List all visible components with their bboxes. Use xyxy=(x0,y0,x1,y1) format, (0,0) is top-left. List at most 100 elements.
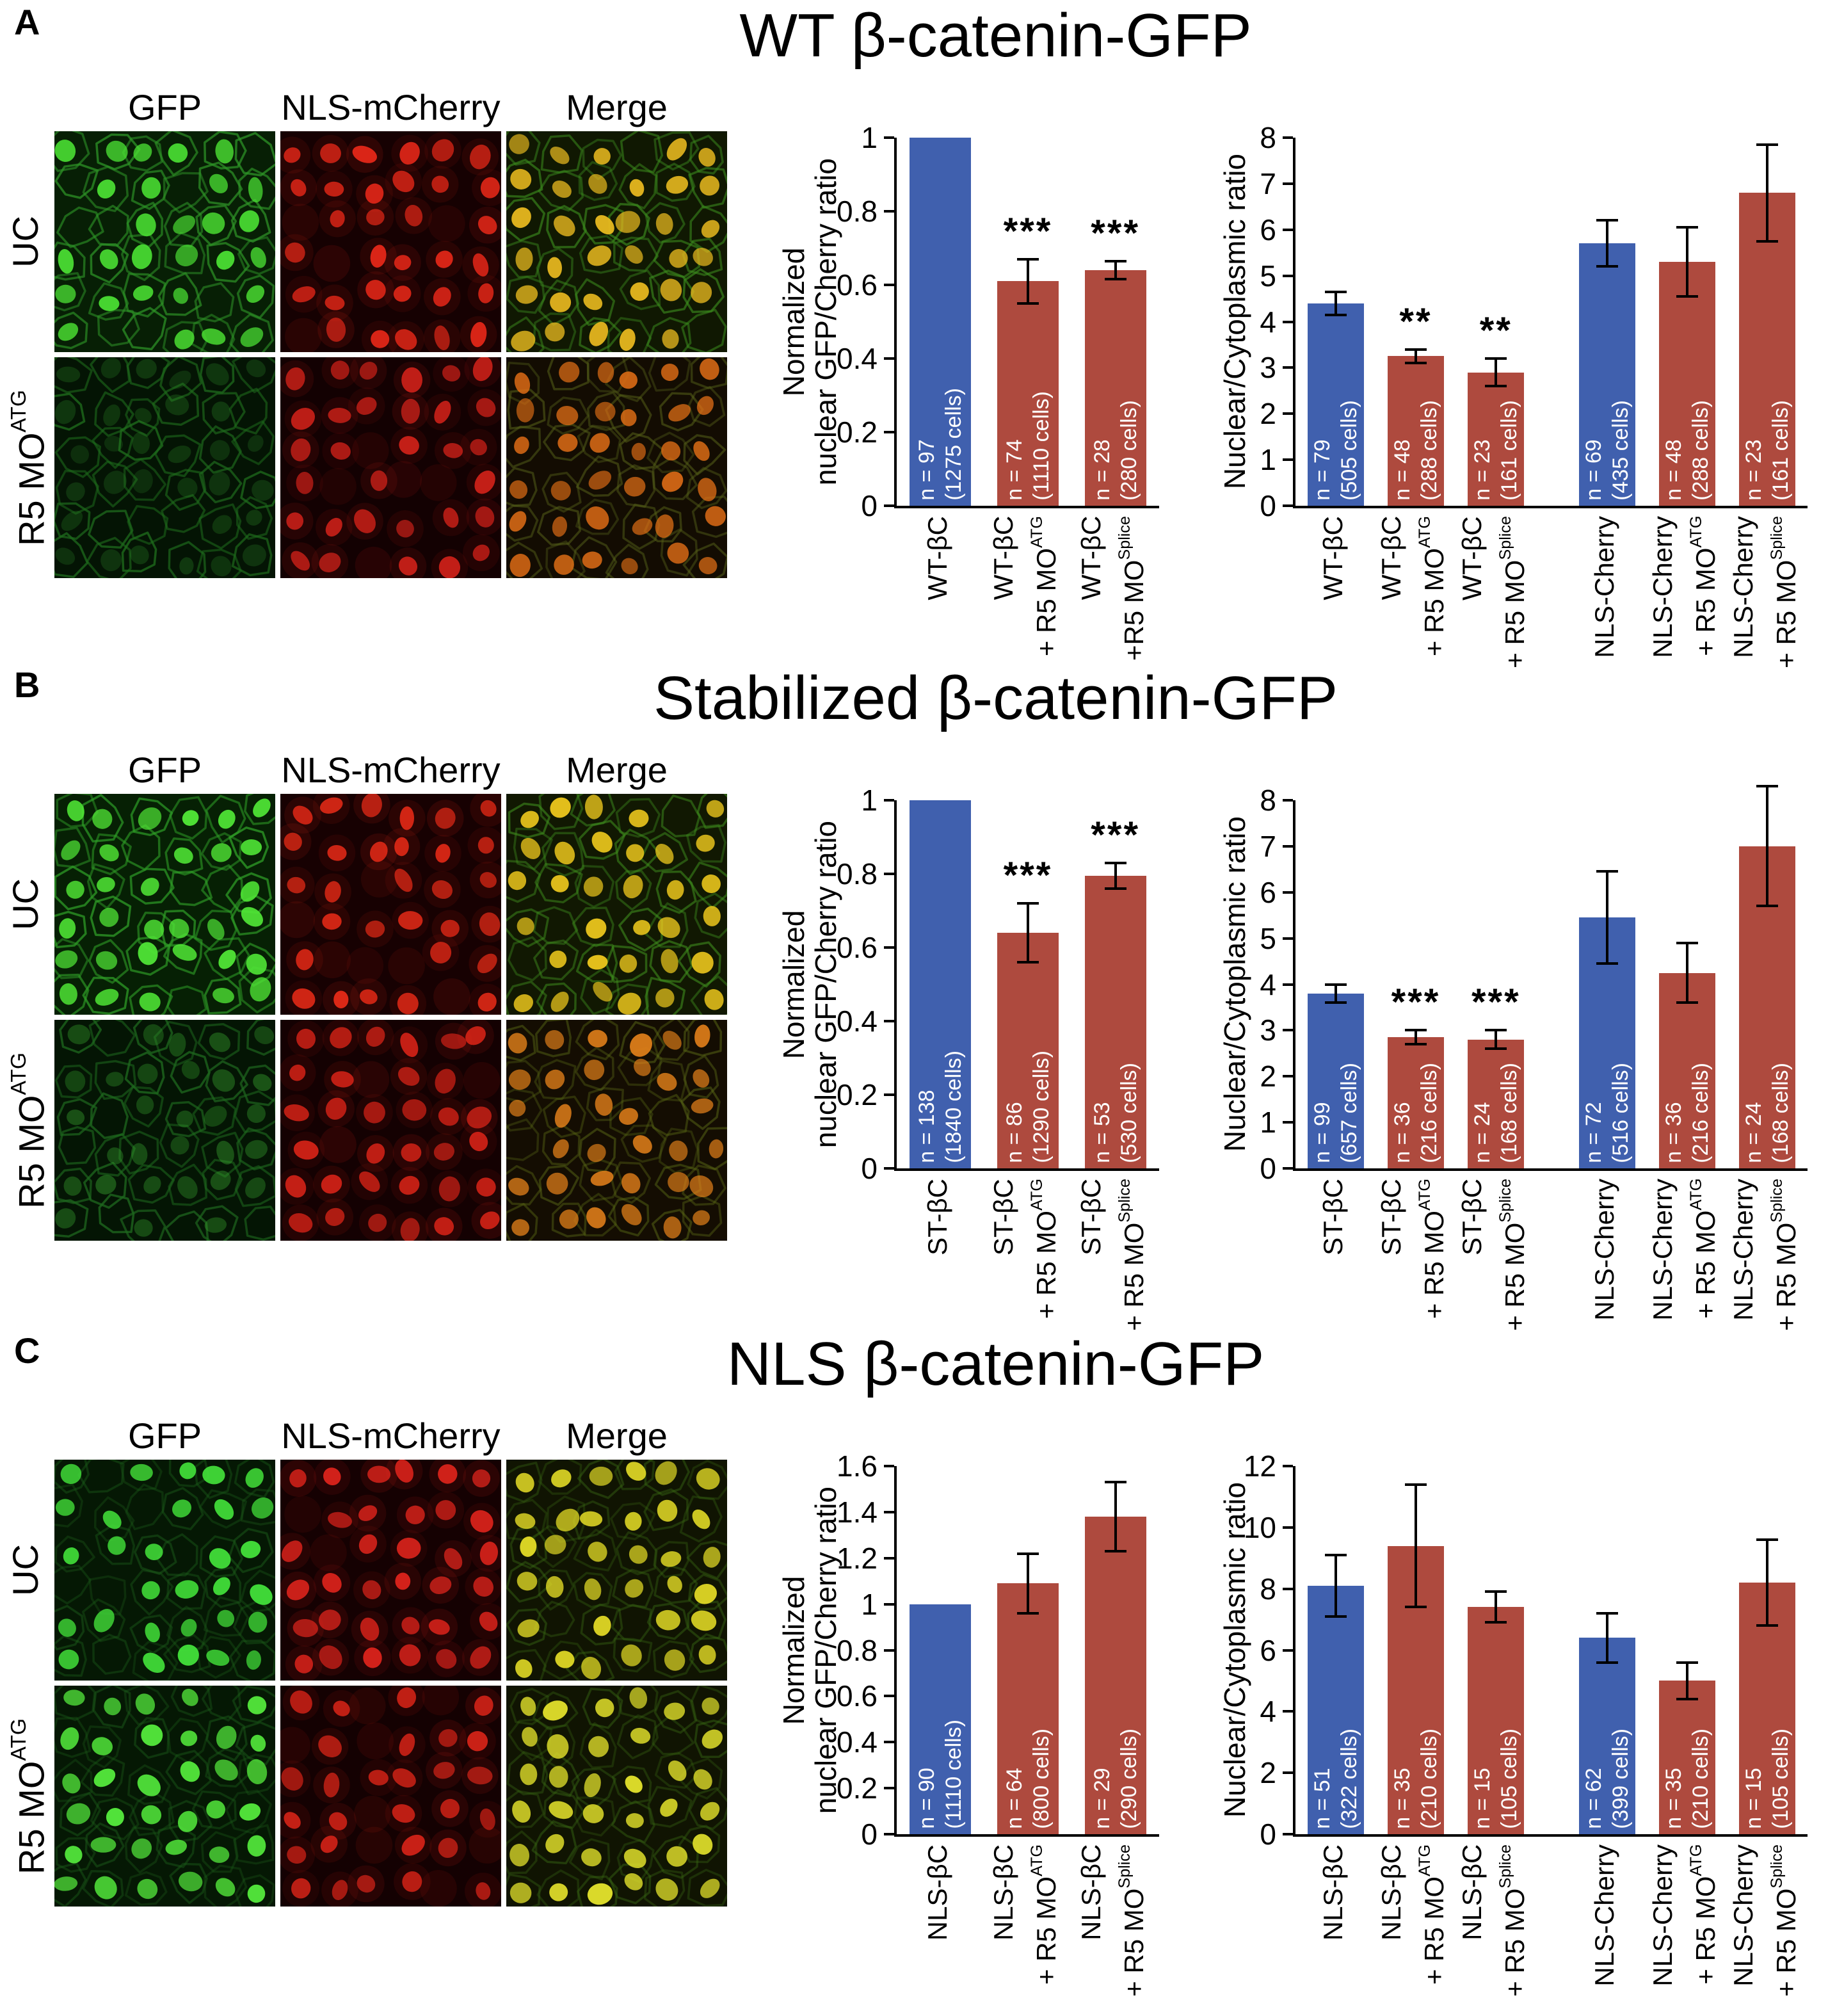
micro-tile-B-row0-merge xyxy=(506,794,727,1015)
y-tick-mark xyxy=(1283,320,1293,323)
row-label-text: R5 MOATG xyxy=(7,1718,52,1875)
error-bar-cap-top xyxy=(1017,257,1039,261)
error-bar-cap-top xyxy=(1596,1612,1618,1615)
error-bar-line xyxy=(1114,862,1117,889)
error-bar-cap-top xyxy=(1405,1483,1427,1486)
x-axis-label: WT-βC xyxy=(1317,516,1348,601)
bar-n-label: n = 53 (530 cells) xyxy=(1089,1063,1141,1163)
row-label-text: UC xyxy=(5,878,45,930)
significance-stars: *** xyxy=(1091,814,1141,856)
error-bar-line xyxy=(1605,871,1608,964)
micro-tile-C-row1-merge xyxy=(506,1686,727,1907)
plot-area: n = 97 (1275 cells) n = 74 (1110 cells) **… xyxy=(894,138,1159,508)
bar-n-label: n = 15 (105 cells) xyxy=(1470,1729,1522,1829)
row-label-r5-mo: R5 MOATG xyxy=(3,357,52,578)
y-tick-mark xyxy=(1283,1710,1293,1713)
y-tick-label: 8 xyxy=(1260,121,1276,154)
y-tick-mark xyxy=(1283,1167,1293,1170)
error-bar-line xyxy=(1686,227,1688,296)
y-tick-label: 0.4 xyxy=(837,1004,878,1038)
y-tick-mark xyxy=(884,284,894,286)
column-header-nls-mcherry: NLS-mCherry xyxy=(281,1415,501,1456)
error-bar-cap-top xyxy=(1324,1553,1347,1556)
micro-tile-A-row1-gfp xyxy=(54,357,275,578)
x-axis-label: ST-βC xyxy=(1317,1179,1348,1255)
plot-area: n = 99 (657 cells) n = 36 (216 cells) *** n… xyxy=(1293,785,1808,1171)
y-tick-mark xyxy=(1283,182,1293,185)
y-tick-mark xyxy=(1283,1771,1293,1775)
bar-n-label: n = 23 (161 cells) xyxy=(1742,400,1793,501)
y-tick-label: 6 xyxy=(1260,875,1276,909)
y-tick-mark xyxy=(1283,1029,1293,1032)
y-tick-mark xyxy=(1283,1121,1293,1124)
error-bar-line xyxy=(1686,942,1688,1003)
bar-n-label: n = 36 (216 cells) xyxy=(1390,1063,1441,1163)
bar-n-label: n = 74 (1110 cells) xyxy=(1002,391,1054,501)
column-header-nls-mcherry: NLS-mCherry xyxy=(281,750,501,790)
x-axis-label-area: NLS-Cherry xyxy=(1564,1844,1644,1992)
row-label-uc: UC xyxy=(3,794,49,1015)
x-axis-label: NLS-Cherry + R5 MOATG xyxy=(1648,516,1721,658)
x-axis-label: WT-βC xyxy=(922,516,953,601)
error-bar-cap-top xyxy=(1596,870,1618,873)
y-tick-mark xyxy=(884,1167,894,1170)
x-axis-label-area: NLS-βC xyxy=(1293,1844,1373,1992)
x-axis-label-area: ST-βC + R5 MOATG xyxy=(1373,1179,1453,1326)
row-label-r5-mo: R5 MOATG xyxy=(3,1020,52,1241)
y-tick-label: 0.6 xyxy=(837,931,878,964)
x-axis-label: ST-βC + R5 MOATG xyxy=(988,1179,1062,1319)
x-axis-label: WT-βC + R5 MOATG xyxy=(1376,516,1450,657)
bar-n-label: n = 24 (168 cells) xyxy=(1742,1063,1793,1163)
bar-st-c-r5-mo-atg: n = 36 (216 cells) xyxy=(1388,1037,1444,1168)
bar-n-label: n = 48 (288 cells) xyxy=(1390,400,1441,501)
row-label-text: UC xyxy=(5,1544,45,1596)
x-axis-label-area: NLS-Cherry xyxy=(1564,1179,1644,1326)
y-tick-mark xyxy=(1283,983,1293,986)
error-bar-line xyxy=(1415,349,1417,364)
x-axis-label-area: NLS-βC + R5 MOATG xyxy=(1373,1844,1453,1992)
error-bar-cap-top xyxy=(1596,219,1618,222)
y-tick-mark xyxy=(884,946,894,949)
panel-c-title: NLS β-catenin-GFP xyxy=(726,1330,1265,1398)
column-header-nls-mcherry: NLS-mCherry xyxy=(281,87,501,127)
y-tick-label: 5 xyxy=(1260,921,1276,955)
x-axis-label-area: ST-βC + R5 MOSplice xyxy=(1069,1179,1157,1331)
x-axis-label: NLS-βC xyxy=(922,1844,953,1941)
chart-a-nuclear-cytoplasmic-ratio: Nuclear/Cytoplasmic ratio 0 1 2 3 4 5 6 7 8 n = 79… xyxy=(1216,96,1844,679)
y-tick-mark xyxy=(884,1602,894,1606)
panel-A: A WT β-catenin-GFP GFP NLS-mCherry Merge… xyxy=(0,0,1844,668)
y-tick-mark xyxy=(884,873,894,875)
error-bar-line xyxy=(1334,1554,1337,1617)
bar-wt-c-r5-mo-splice: n = 28 (280 cells) xyxy=(1084,270,1146,506)
bar-wt-c: n = 97 (1275 cells) xyxy=(910,138,972,506)
y-tick-label: 4 xyxy=(1260,1695,1276,1729)
error-bar-cap-bottom xyxy=(1324,1615,1347,1618)
y-tick-mark xyxy=(1283,412,1293,415)
bar-wt-c-r5-mo-splice: n = 23 (161 cells) xyxy=(1468,372,1525,506)
y-tick-mark xyxy=(1283,136,1293,139)
error-bar-cap-top xyxy=(1676,941,1698,944)
error-bar-cap-bottom xyxy=(1324,313,1347,316)
x-axis-label-area: NLS-Cherry + R5 MOATG xyxy=(1644,516,1724,663)
y-tick-mark xyxy=(884,1787,894,1790)
x-axis-label-area: ST-βC + R5 MOSplice xyxy=(1454,1179,1534,1331)
bar-nls-c-r5-mo-splice: n = 29 (290 cells) xyxy=(1084,1517,1146,1834)
x-axis-label-area: WT-βC +R5 MOSplice xyxy=(1069,516,1157,663)
error-bar-cap-top xyxy=(1485,357,1507,360)
significance-stars: *** xyxy=(1003,210,1053,252)
error-bar-cap-bottom xyxy=(1017,302,1039,305)
x-axis-label-area: NLS-Cherry + R5 MOSplice xyxy=(1725,516,1805,668)
y-tick-label: 0 xyxy=(861,1818,878,1851)
bar-n-label: n = 62 (399 cells) xyxy=(1581,1729,1633,1829)
error-bar-cap-top xyxy=(1485,1029,1507,1032)
x-axis-label: ST-βC xyxy=(922,1179,953,1255)
bar-st-c: n = 99 (657 cells) xyxy=(1307,993,1364,1168)
error-bar-cap-top xyxy=(1756,143,1779,146)
chart-b-normalized-gfp-cherry-ratio: Normalized nuclear GFP/Cherry ratio 0 0.2 0… xyxy=(777,759,1194,1341)
error-bar-cap-bottom xyxy=(1756,905,1779,908)
row-label-text: R5 MOATG xyxy=(7,1052,52,1209)
y-tick-label: 10 xyxy=(1243,1510,1276,1544)
micro-tile-B-row0-gfp xyxy=(54,794,275,1015)
y-tick-label: 8 xyxy=(1260,1572,1276,1606)
error-bar-line xyxy=(1027,903,1029,962)
